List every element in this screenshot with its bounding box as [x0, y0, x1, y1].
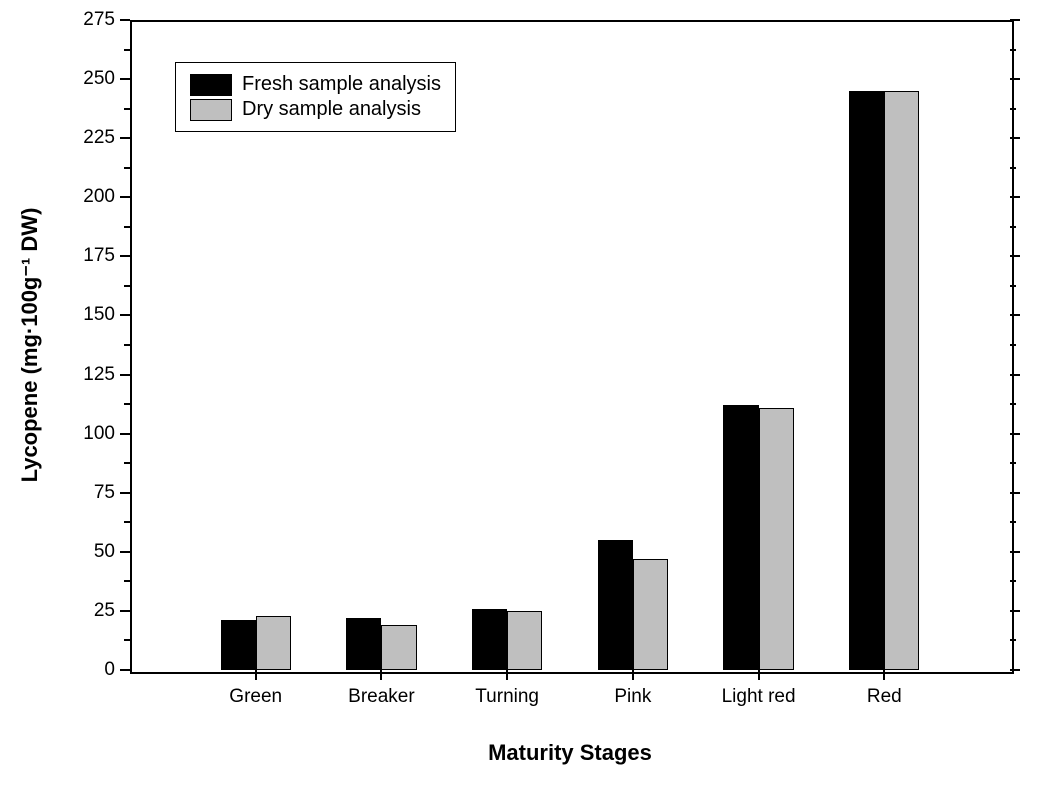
y-tick-mark	[120, 196, 130, 198]
legend-label: Fresh sample analysis	[242, 73, 441, 96]
x-tick-mark	[255, 670, 257, 680]
y-tick-mark	[120, 551, 130, 553]
x-tick-label: Green	[229, 686, 282, 708]
y-tick-mark	[1010, 492, 1020, 494]
bar	[633, 559, 668, 670]
x-tick-label: Breaker	[348, 686, 415, 708]
y-tick-mark	[1010, 669, 1020, 671]
x-tick-mark	[506, 670, 508, 680]
y-minor-tick-mark	[124, 403, 130, 405]
y-axis-label: Lycopene (mg·100g⁻¹ DW)	[17, 208, 43, 483]
y-tick-label: 275	[70, 9, 115, 31]
bar	[598, 540, 633, 670]
y-minor-tick-mark	[124, 521, 130, 523]
y-tick-mark	[120, 374, 130, 376]
bar	[256, 616, 291, 670]
legend-item: Fresh sample analysis	[190, 73, 441, 96]
y-minor-tick-mark	[1010, 167, 1016, 169]
y-minor-tick-mark	[124, 462, 130, 464]
y-tick-label: 200	[70, 186, 115, 208]
x-tick-label: Turning	[475, 686, 539, 708]
y-minor-tick-mark	[124, 49, 130, 51]
y-minor-tick-mark	[1010, 639, 1016, 641]
y-tick-label: 100	[70, 423, 115, 445]
y-tick-label: 0	[70, 659, 115, 681]
x-tick-label: Light red	[722, 686, 796, 708]
y-tick-mark	[1010, 78, 1020, 80]
y-tick-mark	[120, 492, 130, 494]
x-tick-mark	[758, 670, 760, 680]
y-minor-tick-mark	[1010, 344, 1016, 346]
bar	[472, 609, 507, 670]
y-minor-tick-mark	[1010, 580, 1016, 582]
bar	[849, 91, 884, 670]
y-tick-mark	[120, 610, 130, 612]
y-minor-tick-mark	[124, 285, 130, 287]
y-tick-mark	[1010, 137, 1020, 139]
y-tick-mark	[1010, 433, 1020, 435]
y-tick-mark	[1010, 551, 1020, 553]
y-tick-mark	[1010, 314, 1020, 316]
bar	[221, 620, 256, 670]
y-minor-tick-mark	[1010, 108, 1016, 110]
legend-swatch	[190, 74, 232, 96]
y-tick-mark	[120, 137, 130, 139]
bar	[507, 611, 542, 670]
y-tick-mark	[120, 255, 130, 257]
y-minor-tick-mark	[1010, 403, 1016, 405]
x-axis-label: Maturity Stages	[488, 740, 652, 766]
legend-item: Dry sample analysis	[190, 98, 441, 121]
y-tick-mark	[1010, 255, 1020, 257]
y-tick-label: 175	[70, 245, 115, 267]
y-minor-tick-mark	[124, 639, 130, 641]
y-tick-mark	[1010, 19, 1020, 21]
y-tick-label: 50	[70, 541, 115, 563]
x-tick-mark	[380, 670, 382, 680]
y-tick-mark	[1010, 196, 1020, 198]
y-tick-mark	[120, 669, 130, 671]
y-tick-label: 250	[70, 68, 115, 90]
y-minor-tick-mark	[1010, 462, 1016, 464]
y-minor-tick-mark	[124, 108, 130, 110]
bar	[723, 405, 758, 670]
bar	[381, 625, 416, 670]
x-tick-label: Pink	[614, 686, 651, 708]
x-tick-mark	[883, 670, 885, 680]
bar	[759, 408, 794, 670]
y-tick-label: 225	[70, 127, 115, 149]
y-tick-mark	[120, 78, 130, 80]
legend-swatch	[190, 99, 232, 121]
y-minor-tick-mark	[1010, 49, 1016, 51]
legend-label: Dry sample analysis	[242, 98, 421, 121]
legend: Fresh sample analysisDry sample analysis	[175, 62, 456, 132]
y-tick-label: 25	[70, 600, 115, 622]
bar	[884, 91, 919, 670]
y-minor-tick-mark	[1010, 521, 1016, 523]
y-minor-tick-mark	[124, 226, 130, 228]
y-minor-tick-mark	[124, 344, 130, 346]
y-tick-label: 150	[70, 304, 115, 326]
y-minor-tick-mark	[1010, 226, 1016, 228]
y-tick-mark	[1010, 610, 1020, 612]
y-minor-tick-mark	[1010, 285, 1016, 287]
y-tick-mark	[120, 433, 130, 435]
bar	[346, 618, 381, 670]
x-tick-mark	[632, 670, 634, 680]
y-tick-mark	[120, 19, 130, 21]
y-tick-mark	[120, 314, 130, 316]
y-minor-tick-mark	[124, 167, 130, 169]
x-tick-label: Red	[867, 686, 902, 708]
y-tick-label: 75	[70, 482, 115, 504]
y-tick-label: 125	[70, 364, 115, 386]
y-tick-mark	[1010, 374, 1020, 376]
y-minor-tick-mark	[124, 580, 130, 582]
chart-container: Lycopene (mg·100g⁻¹ DW) Maturity Stages …	[0, 0, 1052, 801]
